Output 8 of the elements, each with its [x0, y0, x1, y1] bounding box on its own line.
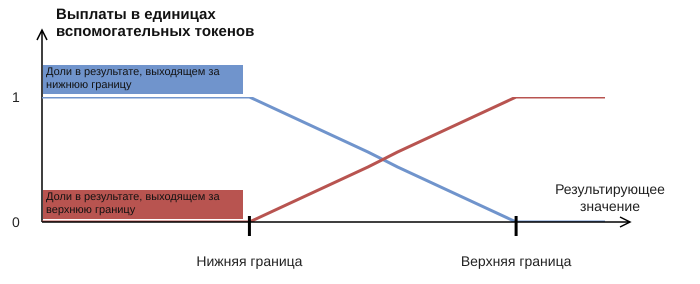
series-label: Доли в результате, выходящем за нижнюю границу — [43, 65, 243, 94]
y-axis-title: Выплаты в единицах вспомогательных токенов — [56, 6, 256, 40]
text: 1 — [12, 89, 20, 105]
x-axis-title: Результирующее значение — [554, 181, 666, 215]
series-label: Доли в результате, выходящем за верхнюю границу — [43, 190, 243, 219]
x-tick-label: Верхняя граница — [460, 253, 572, 269]
x-tick-label: Нижняя граница — [196, 253, 303, 269]
text: 0 — [12, 214, 20, 230]
